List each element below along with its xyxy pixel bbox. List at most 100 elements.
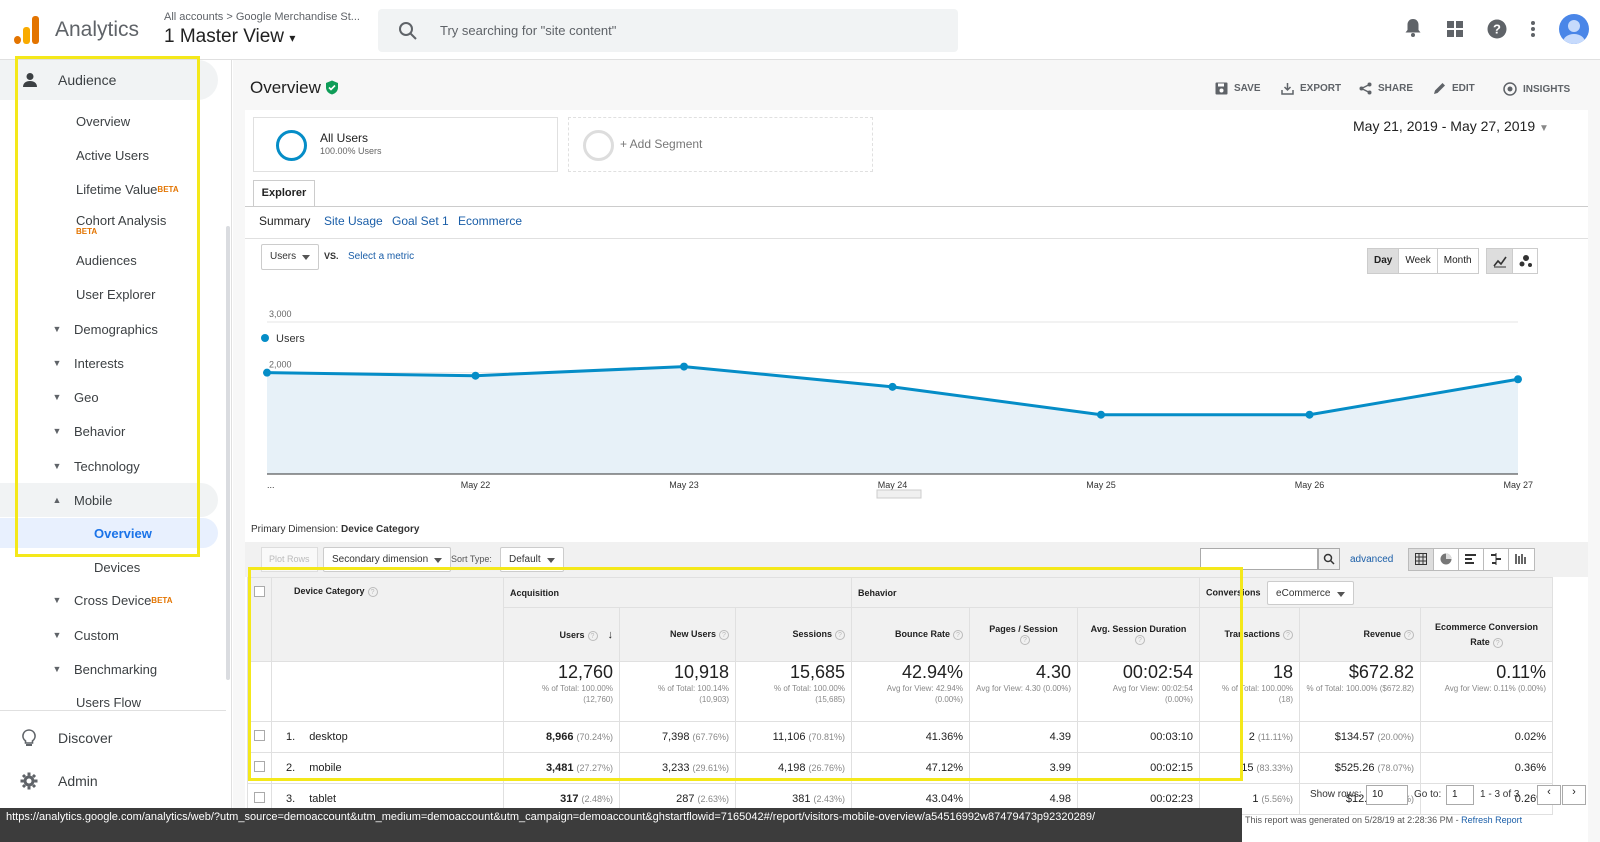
help-icon[interactable]: ? (1135, 635, 1145, 645)
subtab-site-usage[interactable]: Site Usage (324, 214, 383, 228)
bar-chart-icon[interactable] (1459, 549, 1484, 570)
show-rows-select[interactable]: 10 (1366, 785, 1408, 805)
col-pages-per-session[interactable]: Pages / Session? (969, 607, 1078, 662)
analytics-logo-icon[interactable] (12, 16, 42, 44)
sidebar-item-overview[interactable]: Overview (0, 104, 130, 138)
sidebar-item-cross-device[interactable]: ▼ Cross Device BETA (0, 583, 173, 617)
select-all-checkbox[interactable] (254, 586, 265, 597)
dimension-header[interactable]: Device Category? (271, 577, 504, 662)
sidebar-item-technology[interactable]: ▼ Technology (0, 449, 140, 483)
edit-button[interactable]: EDIT (1433, 82, 1475, 95)
tab-explorer[interactable]: Explorer (253, 180, 315, 206)
save-button[interactable]: SAVE (1215, 82, 1261, 95)
x-tick-label: May 25 (1086, 480, 1116, 490)
row-checkbox[interactable] (254, 761, 265, 772)
day-button[interactable]: Day (1368, 249, 1400, 273)
sidebar-item-label: Cross Device (74, 592, 152, 608)
insights-button[interactable]: INSIGHTS (1503, 82, 1570, 96)
table-filter-input[interactable] (1200, 548, 1318, 570)
pie-chart-icon[interactable] (1434, 549, 1459, 570)
subtab-summary[interactable]: Summary (259, 214, 311, 228)
col-bounce-rate[interactable]: Bounce Rate? (851, 607, 970, 662)
add-segment-button[interactable]: + Add Segment (568, 117, 873, 172)
sidebar-item-mobile[interactable]: ▲ Mobile (0, 483, 218, 517)
data-table-icon[interactable] (1409, 549, 1434, 570)
motion-chart-icon[interactable] (1513, 249, 1539, 273)
filter-search-button[interactable] (1318, 548, 1340, 570)
subtab-goal-set-1[interactable]: Goal Set 1 (392, 214, 449, 228)
search-input[interactable]: Try searching for "site content" (378, 9, 958, 52)
sidebar-item-active-users[interactable]: Active Users (0, 138, 149, 172)
avatar[interactable] (1559, 14, 1589, 44)
dimension-link[interactable]: tablet (309, 793, 337, 805)
segment-all-users[interactable]: All Users 100.00% Users (253, 117, 558, 172)
sidebar-item-custom[interactable]: ▼ Custom (0, 618, 119, 652)
sidebar-item-lifetime-value[interactable]: Lifetime Value BETA (0, 172, 179, 206)
refresh-report-link[interactable]: Refresh Report (1461, 815, 1523, 825)
help-icon[interactable]: ? (835, 630, 845, 640)
metric-select[interactable]: Users (261, 244, 320, 270)
line-chart-icon[interactable] (1487, 249, 1513, 273)
date-range-picker[interactable]: May 21, 2019 - May 27, 2019 ▼ (1353, 118, 1549, 134)
apps-grid-icon[interactable] (1447, 21, 1463, 37)
bell-icon[interactable] (1404, 18, 1422, 38)
term-cloud-icon[interactable] (1509, 549, 1534, 570)
dimension-link[interactable]: mobile (309, 762, 342, 774)
sidebar-item-interests[interactable]: ▼ Interests (0, 346, 124, 380)
sidebar-item-users-flow[interactable]: Users Flow (0, 685, 141, 719)
conversion-type-select[interactable]: eCommerce (1267, 580, 1354, 605)
sidebar-item-user-explorer[interactable]: User Explorer (0, 277, 155, 311)
account-breadcrumb[interactable]: All accounts > Google Merchandise St... (164, 11, 360, 23)
help-icon[interactable]: ? (1492, 637, 1503, 648)
sidebar-scrollbar[interactable] (226, 226, 230, 680)
sidebar-item-behavior[interactable]: ▼ Behavior (0, 414, 126, 448)
subtab-ecommerce[interactable]: Ecommerce (458, 214, 523, 228)
sidebar-item-discover[interactable]: Discover (0, 721, 112, 755)
next-page-button[interactable]: › (1562, 785, 1586, 805)
col-sessions[interactable]: Sessions? (735, 607, 852, 662)
sidebar-item-cohort-analysis[interactable]: Cohort Analysis BETA (0, 204, 166, 244)
advanced-filter-link[interactable]: advanced (1350, 554, 1394, 565)
goto-page-input[interactable]: 1 (1446, 785, 1474, 805)
help-icon[interactable]: ? (1487, 19, 1507, 39)
col-users[interactable]: Users? ↓ (503, 607, 620, 662)
sidebar-item-audience[interactable]: Audience (0, 60, 218, 100)
col-new-users[interactable]: New Users? (619, 607, 736, 662)
help-icon[interactable]: ? (587, 630, 598, 641)
help-icon[interactable]: ? (367, 587, 378, 597)
sidebar-item-geo[interactable]: ▼ Geo (0, 380, 99, 414)
x-tick-label: May 22 (461, 480, 491, 490)
select-metric-link[interactable]: Select a metric (348, 251, 415, 262)
sidebar-item-audiences[interactable]: Audiences (0, 243, 137, 277)
col-ecommerce-conversion-rate[interactable]: Ecommerce Conversion Rate? (1420, 607, 1553, 662)
export-button[interactable]: EXPORT (1281, 82, 1341, 95)
dimension-link[interactable]: desktop (309, 731, 348, 743)
share-button[interactable]: SHARE (1359, 82, 1413, 95)
help-icon[interactable]: ? (719, 630, 729, 640)
row-checkbox[interactable] (254, 792, 265, 803)
table-row[interactable]: 1. desktop 8,966 (70.24%) 7,398 (67.76%) 11… (247, 721, 1553, 753)
total-value: 15,685 (789, 662, 845, 682)
cell-conversion-rate: 0.02% (1420, 721, 1553, 753)
col-revenue[interactable]: Revenue? (1299, 607, 1421, 662)
help-icon[interactable]: ? (953, 630, 963, 640)
prev-page-button[interactable]: ‹ (1537, 785, 1561, 805)
sidebar-item-devices[interactable]: Devices (0, 550, 140, 584)
sidebar-item-demographics[interactable]: ▼ Demographics (0, 312, 158, 346)
help-icon[interactable]: ? (1283, 630, 1293, 640)
sidebar-divider (0, 710, 226, 711)
help-icon[interactable]: ? (1020, 635, 1030, 645)
row-checkbox[interactable] (254, 730, 265, 741)
sidebar-item-mobile-overview[interactable]: Overview (0, 518, 218, 548)
sidebar-item-admin[interactable]: Admin (0, 764, 98, 798)
cell-transactions: 2 (11.11%) (1199, 721, 1300, 753)
more-vert-icon[interactable] (1530, 20, 1536, 38)
month-button[interactable]: Month (1443, 255, 1472, 266)
sidebar-item-label: Audiences (76, 252, 137, 268)
comparison-icon[interactable] (1484, 549, 1509, 570)
sidebar-item-benchmarking[interactable]: ▼ Benchmarking (0, 652, 158, 686)
help-icon[interactable]: ? (1404, 630, 1414, 640)
col-transactions[interactable]: Transactions? (1199, 607, 1300, 662)
week-button[interactable]: Week (1399, 249, 1438, 273)
view-selector[interactable]: 1 Master View ▾ (164, 26, 296, 47)
